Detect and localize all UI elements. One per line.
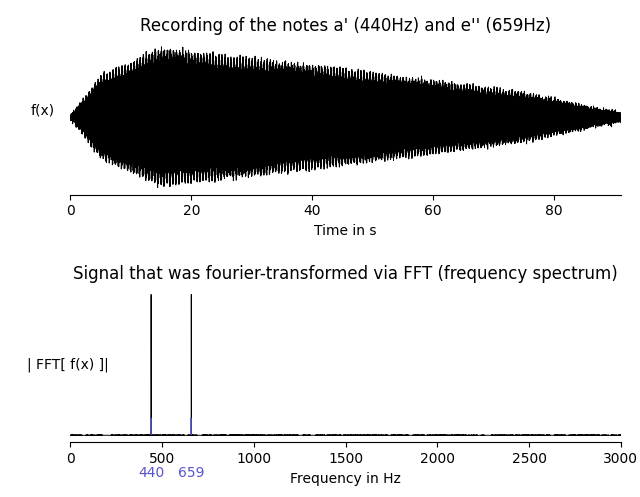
Title: Signal that was fourier-transformed via FFT (frequency spectrum): Signal that was fourier-transformed via … — [73, 265, 618, 283]
Text: 440: 440 — [138, 466, 164, 480]
X-axis label: Frequency in Hz: Frequency in Hz — [290, 472, 401, 486]
X-axis label: Time in s: Time in s — [314, 224, 377, 238]
Y-axis label: | FFT[ f(x) ]|: | FFT[ f(x) ]| — [27, 358, 109, 372]
Title: Recording of the notes a' (440Hz) and e'' (659Hz): Recording of the notes a' (440Hz) and e'… — [140, 17, 551, 35]
Y-axis label: f(x): f(x) — [31, 103, 54, 117]
Text: 659: 659 — [178, 466, 205, 480]
